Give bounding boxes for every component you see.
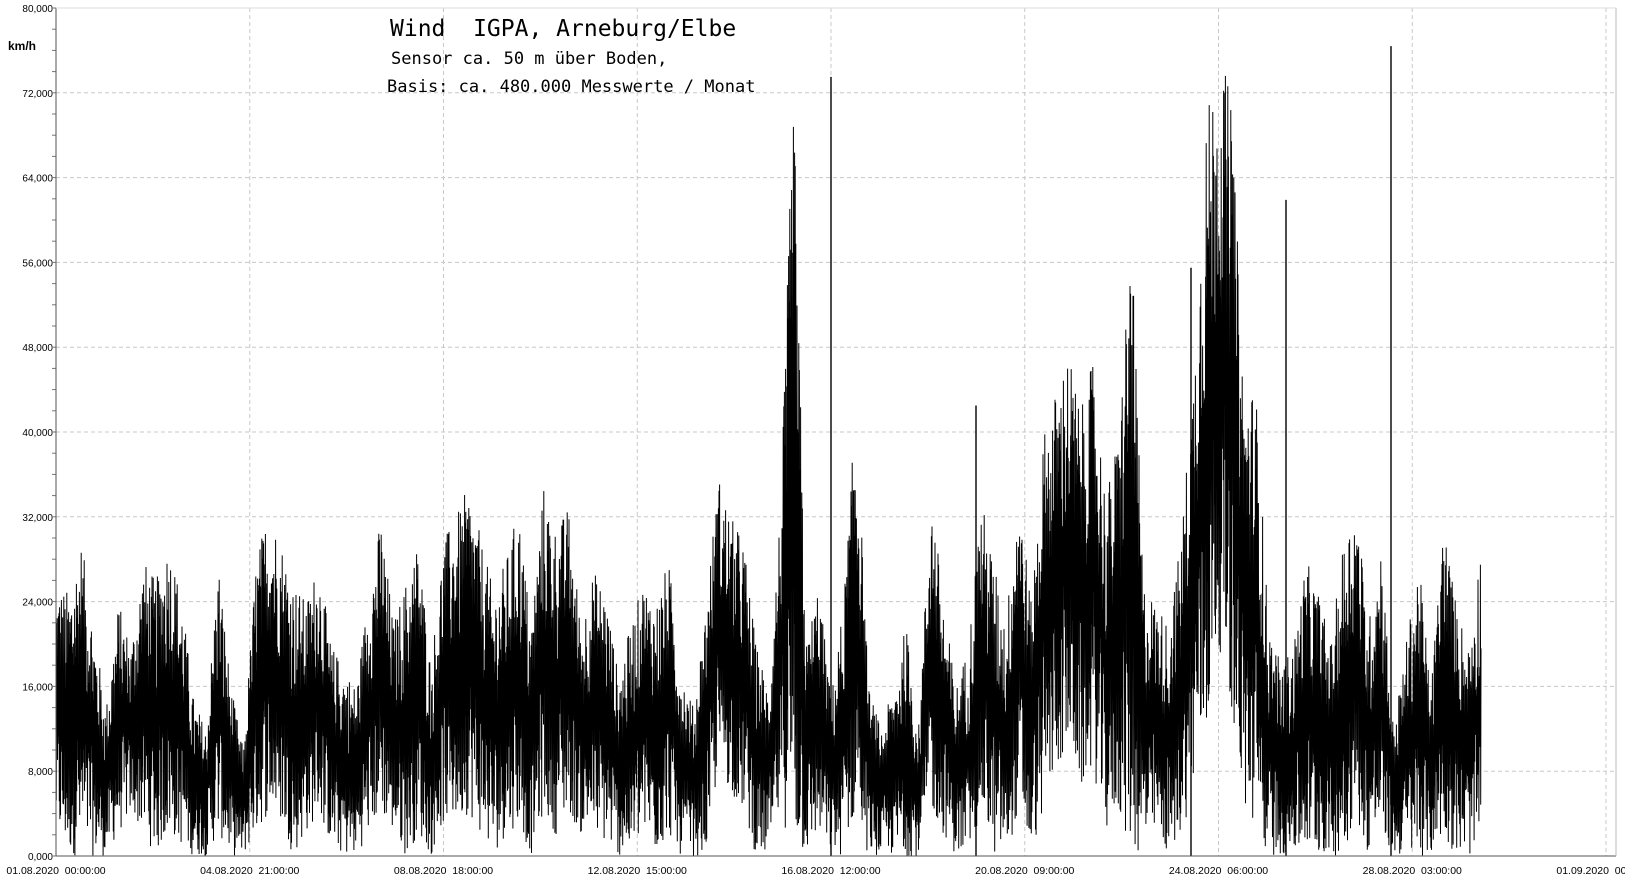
y-tick-label: 40,000 (22, 428, 53, 439)
chart-title: Wind IGPA, Arneburg/Elbe (390, 16, 736, 42)
x-tick-label: 16.08.2020 12:00:00 (781, 865, 880, 877)
x-tick-label: 04.08.2020 21:00:00 (200, 865, 299, 877)
y-axis-label: km/h (8, 39, 36, 53)
x-tick-label: 20.08.2020 09:00:00 (975, 865, 1074, 877)
chart-text: Wind IGPA, Arneburg/Elbe Sensor ca. 50 m… (8, 16, 755, 97)
y-tick-label: 48,000 (22, 343, 53, 354)
series-wind-speed (55, 46, 1482, 856)
y-tick-label: 56,000 (22, 258, 53, 269)
y-tick-label: 0,000 (28, 852, 53, 863)
chart-subtitle-line-2: Basis: ca. 480.000 Messwerte / Monat (387, 77, 755, 97)
x-tick-label: 12.08.2020 15:00:00 (588, 865, 687, 877)
x-tick-label: 08.08.2020 18:00:00 (394, 865, 493, 877)
axes: 0,000 8,000 16,000 24,000 32,000 40,000 48,000… (6, 4, 1625, 877)
x-tick-label: 24.08.2020 06:00:00 (1169, 865, 1268, 877)
y-tick-label: 8,000 (28, 767, 53, 778)
series-trace (55, 75, 1482, 856)
chart-subtitle-line-1: Sensor ca. 50 m über Boden, (391, 49, 667, 69)
y-tick-label: 64,000 (22, 174, 53, 185)
y-tick-label: 24,000 (22, 598, 53, 609)
y-tick-label: 72,000 (22, 89, 53, 100)
y-tick-label: 32,000 (22, 513, 53, 524)
x-tick-label: 01.09.2020 00:00:00 (1556, 865, 1625, 877)
x-tick-label: 28.08.2020 03:00:00 (1363, 865, 1462, 877)
x-tick-label: 01.08.2020 00:00:00 (6, 865, 105, 877)
y-tick-label: 80,000 (22, 4, 53, 15)
y-tick-label: 16,000 (22, 682, 53, 693)
